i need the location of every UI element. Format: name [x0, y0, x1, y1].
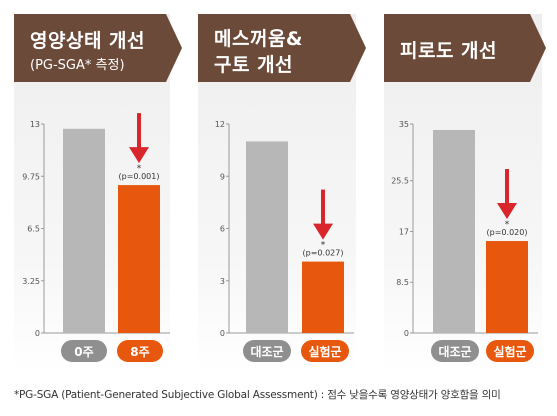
y-tick-label: 3.25 — [22, 277, 40, 286]
p-value-label: (p=0.020) — [487, 228, 528, 237]
chart-title: 메스꺼움& — [214, 28, 303, 50]
y-tick-label: 6.5 — [27, 225, 40, 234]
y-tick-label: 9.75 — [22, 172, 40, 181]
bar-1 — [302, 261, 344, 333]
p-value-label: (p=0.027) — [303, 249, 344, 258]
p-value-label: (p=0.001) — [119, 172, 160, 181]
category-pill-0: 0주 — [61, 340, 107, 362]
y-tick-label: 0 — [35, 329, 40, 338]
significance-asterisk: * — [505, 220, 510, 230]
chart-subtitle: 구토 개선 — [214, 54, 294, 76]
down-arrow-head-icon — [497, 203, 517, 220]
y-tick-label: 0 — [220, 329, 225, 338]
category-pill-0: 대조군 — [431, 340, 479, 362]
category-pill-1: 실험군 — [301, 340, 349, 362]
y-tick-label: 35 — [399, 120, 409, 129]
y-tick-label: 17 — [399, 227, 409, 236]
bar-1 — [118, 185, 160, 333]
category-pill-1: 실험군 — [486, 340, 534, 362]
chart-title: 피로도 개선 — [400, 40, 498, 62]
significance-asterisk: * — [321, 241, 326, 251]
y-tick-label: 0 — [404, 329, 409, 338]
down-arrow-head-icon — [129, 147, 149, 164]
y-tick-label: 6 — [220, 225, 225, 234]
chart-subtitle: (PG-SGA* 측정) — [30, 58, 125, 73]
y-tick-label: 9 — [220, 172, 225, 181]
bar-1 — [486, 241, 528, 333]
category-pill-0: 대조군 — [243, 340, 291, 362]
down-arrow-head-icon — [313, 223, 333, 240]
bar-0 — [63, 128, 105, 333]
banner-nutrition: 영양상태 개선 (PG-SGA* 측정) — [14, 14, 182, 82]
bar-0 — [433, 129, 475, 333]
y-tick-label: 3 — [220, 277, 225, 286]
category-pill-1: 8주 — [117, 340, 163, 362]
banner-nausea: 메스꺼움& 구토 개선 — [198, 14, 366, 82]
chart-title: 영양상태 개선 — [30, 30, 145, 52]
footnote: *PG-SGA (Patient-Generated Subjective Gl… — [14, 389, 501, 401]
bar-0 — [246, 141, 288, 333]
significance-asterisk: * — [137, 164, 142, 174]
y-tick-label: 8.5 — [396, 278, 409, 287]
banner-fatigue: 피로도 개선 — [384, 14, 546, 82]
y-tick-label: 13 — [30, 120, 40, 129]
y-tick-label: 25.5 — [391, 177, 409, 186]
y-tick-label: 12 — [215, 120, 225, 129]
